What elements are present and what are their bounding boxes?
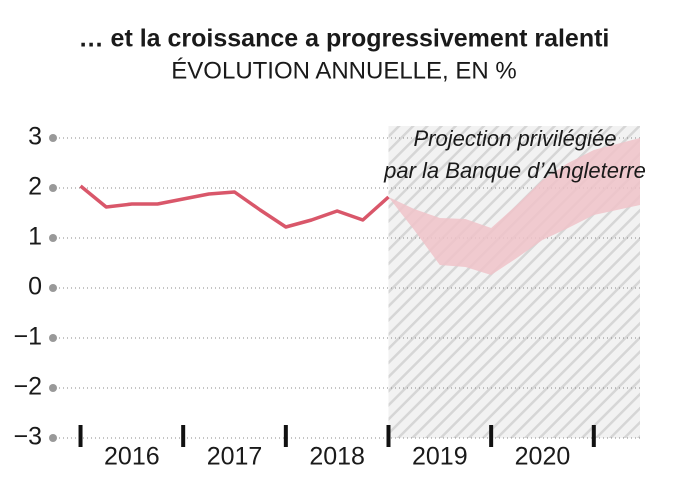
annotation: Projection privilégiée (414, 126, 617, 151)
annotation: par la Banque d’Angleterre (383, 158, 646, 183)
x-tick-label: 2020 (515, 443, 571, 471)
projection-band (388, 138, 640, 275)
tick-dot (49, 284, 57, 292)
y-tick-label: 2 (28, 173, 42, 201)
x-tick-label: 2017 (207, 443, 263, 471)
tick-dot (49, 134, 57, 142)
x-tick-label: 2018 (309, 443, 365, 471)
y-tick-label: −3 (13, 423, 42, 451)
y-tick-label: 3 (28, 123, 42, 151)
growth-line (79, 184, 390, 229)
tick-dot (49, 434, 57, 442)
y-tick-label: 0 (28, 273, 42, 301)
y-tick-label: −2 (13, 373, 42, 401)
x-tick-label: 2016 (104, 443, 160, 471)
tick-dot (49, 184, 57, 192)
y-tick-label: 1 (28, 223, 42, 251)
chart-title: … et la croissance a progressivement ral… (79, 25, 610, 53)
tick-dot (49, 384, 57, 392)
tick-dot (49, 334, 57, 342)
y-tick-label: −1 (13, 323, 42, 351)
x-tick-label: 2019 (412, 443, 468, 471)
chart-subtitle: ÉVOLUTION ANNUELLE, EN % (171, 57, 516, 84)
tick-dot (49, 234, 57, 242)
